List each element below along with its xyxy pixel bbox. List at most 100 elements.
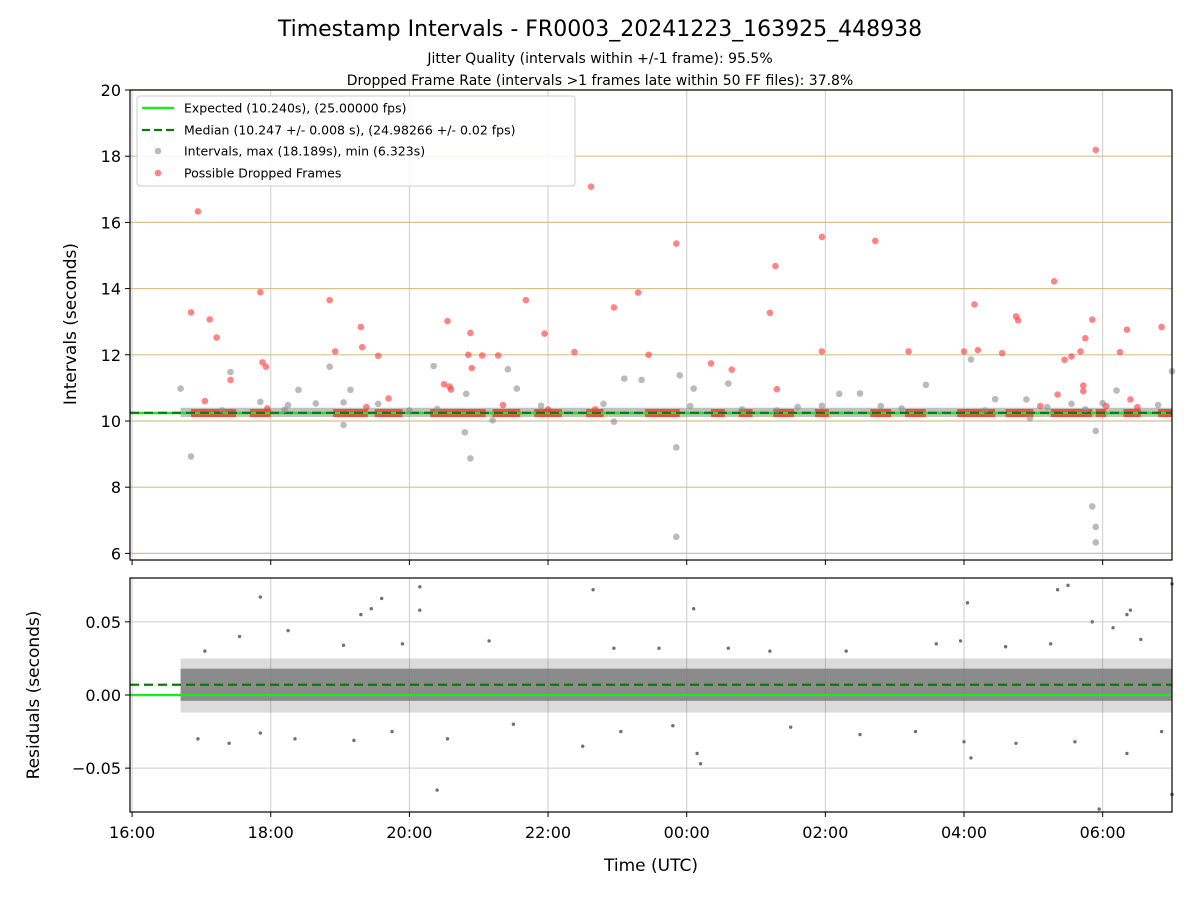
dropped-frame-point: [257, 288, 264, 296]
top-y-tick-label: 14: [101, 280, 121, 299]
dropped-frame-point: [374, 352, 382, 360]
dropped-frame-point: [262, 363, 270, 371]
dropped-frame-point: [187, 309, 195, 316]
dropped-frame-point: [206, 316, 214, 323]
dropped-frame-point: [1079, 382, 1087, 389]
interval-point: [340, 421, 347, 429]
dropped-frame-point: [385, 395, 392, 402]
dropped-frame-point: [541, 330, 548, 337]
interval-point: [686, 402, 694, 410]
interval-point: [673, 533, 680, 541]
interval-point: [773, 407, 781, 414]
residual-point: [1159, 729, 1164, 734]
dropped-frame-point: [773, 385, 781, 393]
interval-point: [326, 363, 333, 371]
top-y-tick-label: 16: [101, 213, 121, 232]
residual-point: [203, 649, 207, 653]
residual-point: [1111, 626, 1115, 630]
residual-point: [1097, 807, 1101, 811]
residual-point: [726, 646, 731, 650]
dropped-frame-point: [766, 309, 774, 317]
residual-point: [934, 642, 938, 646]
dropped-frame-point: [1102, 402, 1110, 410]
interval-point: [347, 386, 354, 394]
interval-point: [1082, 406, 1089, 413]
interval-point: [690, 385, 697, 392]
dropped-frame-point: [1061, 356, 1068, 364]
dropped-frame-point: [358, 343, 366, 351]
dropped-frame-point: [363, 403, 370, 411]
interval-point: [898, 405, 905, 412]
interval-point: [1068, 400, 1075, 408]
bottom-y-tick-label: 0.00: [85, 686, 121, 705]
residual-point: [619, 729, 623, 734]
chart-subtitle-jitter: Jitter Quality (intervals within +/-1 fr…: [426, 51, 772, 67]
legend-dropped-swatch: [154, 169, 162, 177]
x-tick-label: 06:00: [1080, 823, 1126, 842]
interval-point: [462, 390, 470, 398]
interval-point: [467, 455, 474, 462]
dropped-frame-point: [544, 406, 552, 413]
bottom-y-tick-label: −0.05: [72, 759, 121, 778]
interval-point: [877, 402, 885, 410]
residual-point: [695, 751, 699, 756]
residual-point: [359, 612, 363, 617]
interval-point: [673, 444, 680, 451]
x-tick-label: 22:00: [525, 823, 571, 842]
dropped-frame-point: [1092, 146, 1100, 154]
dropped-frame-point: [440, 380, 448, 388]
dropped-frame-point: [444, 317, 451, 325]
top-axes-frame: [129, 89, 1173, 561]
x-tick-label: 16:00: [109, 823, 155, 842]
legend-entry-label: Intervals, max (18.189s), min (6.323s): [184, 144, 425, 159]
dropped-frame-point: [1134, 403, 1141, 411]
dropped-frame-point: [571, 348, 578, 356]
top-y-tick-label: 6: [111, 544, 121, 563]
top-y-tick-label: 20: [101, 81, 121, 100]
residual-point: [511, 722, 516, 726]
dropped-frame-point: [634, 289, 642, 296]
residual-point: [1055, 588, 1060, 592]
residual-point: [1003, 645, 1008, 649]
residual-point: [1125, 612, 1129, 617]
interval-point: [281, 406, 288, 414]
dropped-frame-point: [673, 240, 680, 247]
interval-point: [922, 381, 930, 389]
interval-point: [638, 376, 645, 384]
residual-point: [293, 737, 297, 741]
bottom-y-tick-label: 0.05: [85, 613, 121, 632]
legend-box: [136, 95, 576, 187]
residual-point: [1066, 583, 1070, 588]
x-tick-label: 04:00: [941, 823, 987, 842]
interval-point: [187, 453, 195, 460]
residual-point: [227, 741, 231, 745]
residual-point: [286, 628, 290, 633]
residual-point: [418, 608, 422, 612]
dropped-frame-point: [871, 237, 879, 245]
dropped-frame-point: [587, 183, 595, 190]
chart-subtitle-dropped: Dropped Frame Rate (intervals >1 frames …: [347, 73, 854, 89]
x-tick-label: 18:00: [248, 823, 294, 842]
dropped-frame-point: [707, 360, 715, 367]
dropped-frame-point: [326, 296, 333, 304]
residual-point: [341, 643, 346, 647]
interval-point: [1092, 523, 1100, 531]
residual-point: [1128, 608, 1133, 612]
interval-point: [725, 380, 732, 387]
intervals-panel: 6 8 10 12 14 16 18 20: [101, 81, 1176, 565]
legend-intervals-swatch: [154, 147, 162, 155]
interval-point: [794, 403, 801, 411]
residual-point: [379, 596, 384, 601]
residual-point: [657, 646, 661, 650]
residual-point: [435, 788, 439, 792]
dropped-frame-point: [1014, 317, 1022, 324]
residual-point: [400, 642, 405, 646]
interval-point: [513, 385, 521, 392]
dropped-frame-point: [1127, 396, 1134, 403]
dropped-frame-point: [1036, 402, 1044, 410]
residual-point: [612, 646, 616, 650]
interval-point: [504, 366, 512, 373]
dropped-frame-point: [974, 346, 982, 354]
residual-point: [858, 732, 862, 737]
residual-point: [1125, 751, 1129, 756]
